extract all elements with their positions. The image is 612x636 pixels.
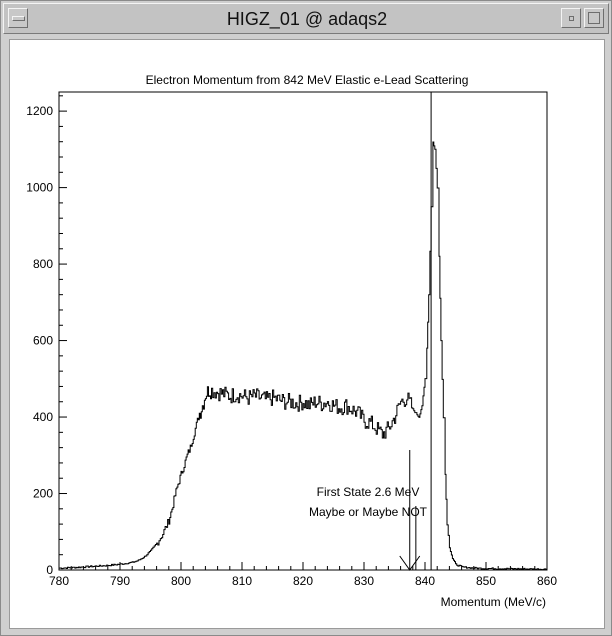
histogram-plot: Electron Momentum from 842 MeV Elastic e…	[26, 73, 557, 609]
y-tick-label: 1200	[26, 104, 53, 118]
x-tick-label: 840	[415, 574, 435, 588]
x-tick-label: 820	[293, 574, 313, 588]
minimize-button[interactable]	[561, 8, 581, 28]
annotation-line-2: Maybe or Maybe NOT	[309, 505, 428, 519]
y-tick-label: 600	[33, 334, 53, 348]
window-menu-button[interactable]	[8, 8, 28, 28]
x-tick-label: 780	[49, 574, 69, 588]
x-axis-label: Momentum (MeV/c)	[441, 595, 546, 609]
y-tick-label: 200	[33, 487, 53, 501]
x-tick-label: 850	[476, 574, 496, 588]
maximize-button[interactable]	[584, 8, 604, 28]
x-tick-label: 810	[232, 574, 252, 588]
x-tick-label: 860	[537, 574, 557, 588]
plot-canvas: Electron Momentum from 842 MeV Elastic e…	[9, 39, 605, 629]
histogram-series	[59, 141, 548, 571]
x-tick-label: 790	[110, 574, 130, 588]
y-tick-label: 0	[46, 563, 53, 577]
annotation-line-1: First State 2.6 MeV	[317, 485, 420, 499]
title-bar[interactable]: HIGZ_01 @ adaqs2	[3, 3, 609, 34]
y-tick-label: 1000	[26, 181, 53, 195]
x-tick-label: 830	[354, 574, 374, 588]
y-tick-label: 800	[33, 257, 53, 271]
annotation-arrowhead	[399, 555, 421, 571]
y-tick-label: 400	[33, 410, 53, 424]
plot-frame	[58, 91, 548, 571]
window-title: HIGZ_01 @ adaqs2	[226, 9, 388, 29]
x-tick-label: 800	[171, 574, 191, 588]
chart-title: Electron Momentum from 842 MeV Elastic e…	[146, 73, 469, 87]
